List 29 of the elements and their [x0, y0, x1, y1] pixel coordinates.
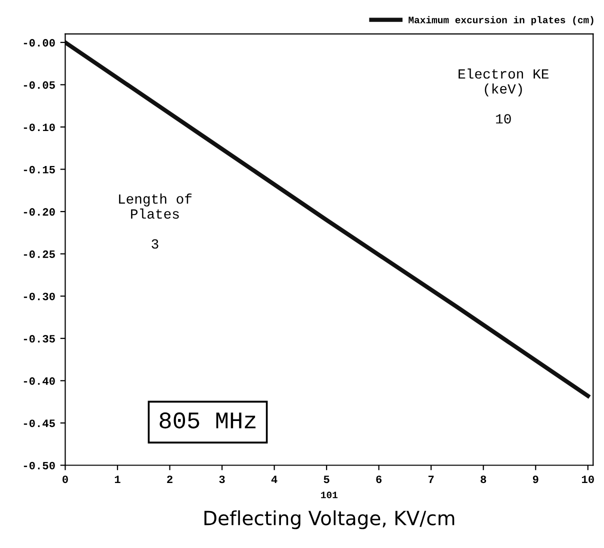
x-tick-label: 4 — [271, 476, 278, 484]
x-tick-label: 0 — [62, 476, 68, 484]
y-tick-label: -0.05 — [24, 81, 55, 89]
x-axis-title: Deflecting Voltage, KV/cm — [204, 510, 454, 530]
x-tick-label: 7 — [428, 476, 434, 484]
annotation: 805 MHz — [160, 412, 256, 428]
y-tick-label: -0.35 — [24, 335, 55, 343]
x-tick-label: 6 — [376, 476, 382, 484]
x-tick-label: 1 — [114, 476, 120, 484]
x-tick-label: 2 — [167, 476, 172, 484]
y-tick-label: -0.15 — [24, 166, 55, 174]
y-tick-label: -0.20 — [24, 208, 55, 216]
x-tick-label: 3 — [219, 476, 225, 484]
text: Electron KE (keV) 10 — [458, 68, 548, 124]
y-tick-label: -0.45 — [24, 420, 55, 428]
text: Length of Plates 3 — [119, 194, 192, 249]
y-tick-label: -0.30 — [24, 292, 55, 300]
line-series — [65, 40, 590, 398]
x-tick-label: 10 — [582, 476, 594, 484]
y-tick-label: -0.40 — [24, 377, 55, 385]
x-tick-label: 9 — [532, 476, 538, 484]
y-tick-label: -0.10 — [24, 124, 55, 132]
y-tick-label: -0.25 — [24, 250, 55, 258]
y-tick-label: -0.50 — [24, 462, 55, 470]
text: 101 — [321, 492, 338, 498]
y-tick-label: -0.00 — [24, 39, 55, 47]
legend-label: Maximum excursion in plates (cm) — [408, 16, 594, 26]
x-tick-label: 8 — [480, 476, 486, 484]
x-tick-label: 5 — [324, 476, 330, 484]
